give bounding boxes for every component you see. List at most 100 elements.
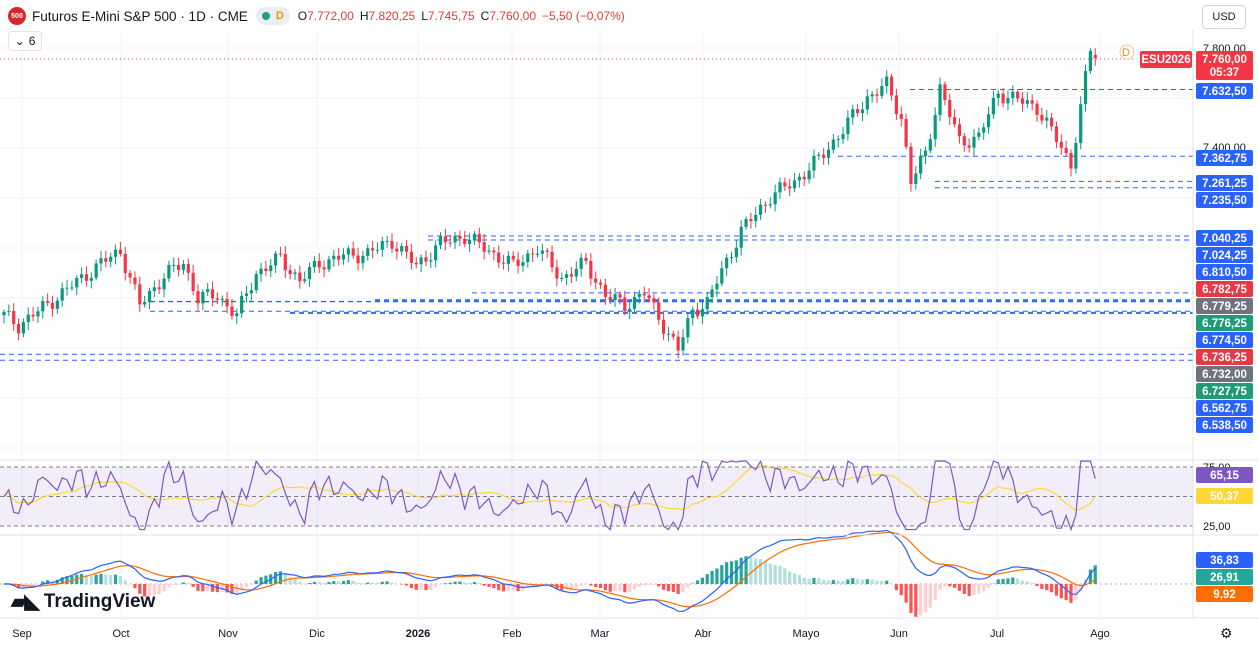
macd-histogram-bar [177, 583, 181, 585]
indicators-toggle[interactable]: ⌄ 6 [8, 31, 42, 51]
macd-histogram-bar [322, 583, 326, 584]
price-level-label-bg [1196, 150, 1253, 166]
candle-body [12, 311, 16, 325]
price-level-label: 6.736,25 [1196, 349, 1253, 365]
candle-body [579, 257, 583, 269]
macd-histogram-bar [1030, 583, 1034, 584]
macd-histogram-bar [477, 583, 481, 584]
candle-body [133, 277, 137, 285]
price-level-label: 6.538,50 [1196, 417, 1253, 433]
candle-body [734, 247, 738, 258]
candle-body [143, 301, 147, 305]
candle-body [812, 155, 816, 171]
macd-value-label-bg [1196, 552, 1253, 568]
macd-histogram-bar [1064, 584, 1068, 601]
indicators-count: 6 [28, 34, 36, 48]
macd-histogram-bar [511, 584, 515, 591]
macd-histogram-bar [686, 584, 690, 588]
macd-histogram-bar [332, 581, 336, 584]
candle-body [16, 324, 21, 334]
macd-histogram-bar [763, 561, 768, 584]
price-level-label-bg [1196, 83, 1253, 99]
macd-histogram-bar [603, 584, 607, 591]
macd-histogram-bar [235, 584, 239, 594]
candles: D [2, 44, 1135, 359]
candle-body [555, 267, 559, 279]
candle-body [70, 287, 74, 289]
candle-body [763, 204, 768, 206]
candle-body [831, 139, 835, 150]
price-level-label-text: 7.261,25 [1202, 178, 1247, 190]
candle-body [210, 289, 215, 299]
candle-body [841, 134, 845, 140]
candle-body [923, 150, 928, 157]
macd-histogram-bar [938, 584, 942, 590]
macd-histogram-bar [865, 579, 869, 584]
macd-hist-value-label: 26,91 [1196, 569, 1253, 585]
price-level-label-text: 6.732,00 [1202, 369, 1247, 381]
macd-histogram-bar [977, 584, 981, 594]
macd-histogram-bar [1040, 584, 1044, 589]
currency-button[interactable]: USD [1202, 5, 1246, 29]
macd-histogram-bar [36, 584, 40, 585]
macd-histogram-bar [598, 584, 603, 589]
candle-body [647, 295, 651, 299]
macd-histogram-bar [240, 584, 244, 591]
candle-body [1006, 98, 1010, 104]
candle-body [928, 139, 932, 151]
macd-histogram-bar [1093, 565, 1097, 584]
symbol-title[interactable]: Futuros E-Mini S&P 500 · 1D · CME [32, 8, 248, 24]
candle-body [914, 173, 918, 184]
candle-body [298, 272, 302, 282]
candle-body [1020, 98, 1025, 104]
macd-histogram-bar [128, 584, 132, 585]
candle-body [705, 297, 709, 310]
macd-histogram-bar [870, 579, 874, 584]
candle-body [162, 278, 166, 290]
price-level-label: 6.810,50 [1196, 264, 1253, 280]
price-level-label-bg [1196, 332, 1253, 348]
price-level-label-text: 7.040,25 [1202, 233, 1247, 245]
macd-histogram-bar [725, 562, 729, 584]
candle-body [516, 259, 520, 266]
market-open-icon [261, 12, 270, 20]
candle-body [337, 255, 341, 260]
candle-body [953, 117, 957, 125]
market-status-pill[interactable]: D [255, 7, 290, 25]
candle-body [293, 272, 297, 275]
macd-histogram-bar [836, 580, 840, 584]
symbol-logo[interactable]: 500 [8, 7, 26, 25]
macd-histogram-bar [831, 580, 835, 584]
candle-body [220, 298, 224, 300]
macd-histogram-bar [904, 584, 908, 603]
macd-histogram-bar [390, 582, 394, 584]
candle-body [836, 139, 840, 141]
candle-body [986, 114, 991, 128]
price-level-label-text: 6.727,75 [1202, 386, 1247, 398]
macd-histogram-bar [967, 584, 971, 596]
candle-body [880, 86, 884, 96]
price-level-label-bg [1196, 230, 1253, 246]
tradingview-logo[interactable]: ▰◣ TradingView [11, 589, 155, 614]
macd-histogram-bar [346, 580, 350, 584]
settings-gear-icon[interactable]: ⚙ [1220, 625, 1233, 641]
candle-body [909, 146, 913, 184]
macd-histogram-bar [1025, 581, 1029, 584]
macd-histogram-bar [264, 575, 268, 584]
macd-histogram-bar [894, 584, 898, 591]
candle-body [671, 333, 675, 337]
candle-body [657, 302, 661, 320]
time-tick-label: Sep [12, 628, 32, 640]
macd-histogram-bar [1006, 578, 1010, 584]
price-level-label-bg [1196, 192, 1253, 208]
candle-body [1079, 104, 1083, 144]
candle-body [390, 241, 394, 249]
candle-body [181, 264, 186, 270]
macd-histogram-bar [1011, 577, 1015, 584]
symbol-label-bg [1140, 51, 1192, 68]
candle-body [201, 291, 205, 304]
tv-logo-icon: ▰◣ [11, 591, 40, 613]
candle-body [380, 241, 384, 250]
candle-body [307, 267, 312, 280]
